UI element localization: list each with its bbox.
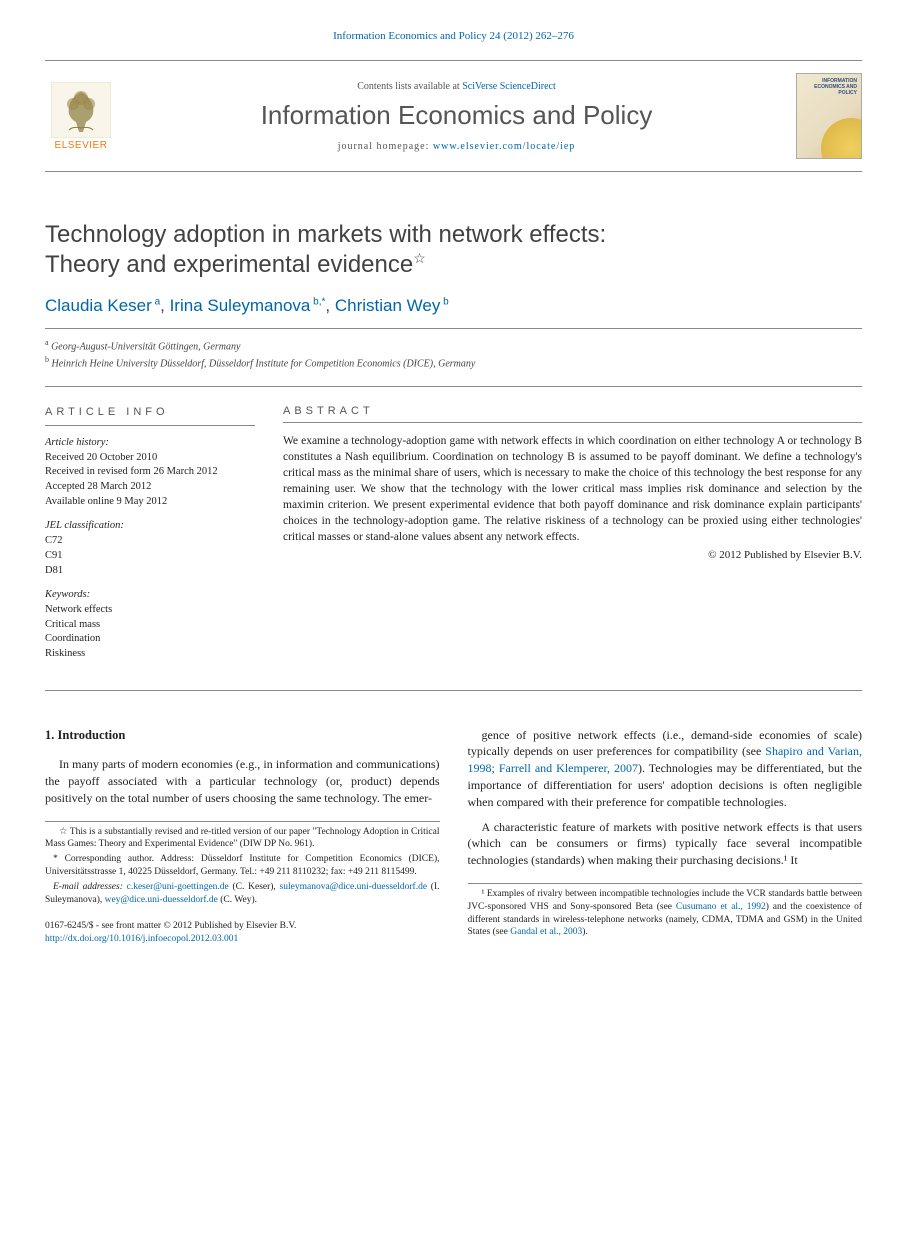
keywords-block: Keywords: Network effects Critical mass … [45,588,255,661]
article-info: ARTICLE INFO Article history: Received 2… [45,405,255,672]
intro-p1: In many parts of modern economies (e.g.,… [45,756,440,806]
author-3[interactable]: Christian Wey [335,296,441,315]
fn1-c: ). [582,927,588,937]
homepage-line: journal homepage: www.elsevier.com/locat… [129,141,784,152]
kw-2: Critical mass [45,618,255,633]
title-star-icon: ☆ [413,250,426,266]
issn-line: 0167-6245/$ - see front matter © 2012 Pu… [45,920,440,933]
email-label: E-mail addresses: [53,882,127,892]
ref-gandal[interactable]: Gandal et al., 2003 [510,927,582,937]
journal-name: Information Economics and Policy [129,100,784,131]
jel-block: JEL classification: C72 C91 D81 [45,519,255,578]
banner-center: Contents lists available at SciVerse Sci… [129,81,784,152]
info-heading: ARTICLE INFO [45,405,255,426]
email-2[interactable]: suleymanova@dice.uni-duesseldorf.de [280,882,428,892]
abstract-heading: ABSTRACT [283,405,862,423]
affil-b-sup: b [45,355,49,364]
right-column: gence of positive network effects (i.e.,… [468,727,863,946]
doi-link[interactable]: http://dx.doi.org/10.1016/j.infoecopol.2… [45,934,238,944]
hist-revised: Received in revised form 26 March 2012 [45,465,255,480]
footnote-star: ☆ This is a substantially revised and re… [45,826,440,852]
kw-4: Riskiness [45,647,255,662]
title-line1: Technology adoption in markets with netw… [45,221,606,248]
title-line2: Theory and experimental evidence [45,251,413,278]
hist-received: Received 20 October 2010 [45,451,255,466]
footnotes-left: ☆ This is a substantially revised and re… [45,821,440,907]
jel-1: C72 [45,534,255,549]
affiliations: a Georg-August-Universität Göttingen, Ge… [45,337,862,387]
contents-pre: Contents lists available at [357,81,462,92]
author-2[interactable]: Irina Suleymanova [170,296,311,315]
footnote-1: ¹ Examples of rivalry between incompatib… [468,888,863,939]
jel-3: D81 [45,564,255,579]
elsevier-logo[interactable]: ELSEVIER [45,76,117,156]
hist-accepted: Accepted 28 March 2012 [45,480,255,495]
footnote-emails: E-mail addresses: c.keser@uni-goettingen… [45,881,440,907]
cover-label: INFORMATION ECONOMICS AND POLICY [797,78,857,96]
ref-cusumano[interactable]: Cusumano et al., 1992 [676,902,766,912]
homepage-pre: journal homepage: [338,141,433,152]
affil-a: Georg-August-Universität Göttingen, Germ… [51,341,240,352]
sciencedirect-link[interactable]: SciVerse ScienceDirect [462,81,556,92]
elsevier-tree-icon [51,82,111,138]
author-3-sup: b [440,296,448,307]
section-1-heading: 1. Introduction [45,727,440,745]
affil-a-sup: a [45,338,49,347]
kw-1: Network effects [45,603,255,618]
abstract-column: ABSTRACT We examine a technology-adoptio… [283,405,862,672]
author-1[interactable]: Claudia Keser [45,296,152,315]
info-abstract-row: ARTICLE INFO Article history: Received 2… [45,405,862,691]
history-block: Article history: Received 20 October 201… [45,436,255,509]
author-1-sup: a [152,296,160,307]
footnotes-right: ¹ Examples of rivalry between incompatib… [468,883,863,939]
author-2-sup: b,* [310,296,325,307]
kw-label: Keywords: [45,588,255,603]
contents-line: Contents lists available at SciVerse Sci… [129,81,784,92]
journal-banner: ELSEVIER Contents lists available at Sci… [45,60,862,172]
intro-p2: gence of positive network effects (i.e.,… [468,727,863,811]
hist-online: Available online 9 May 2012 [45,495,255,510]
elsevier-label: ELSEVIER [55,140,108,151]
email-3[interactable]: wey@dice.uni-duesseldorf.de [105,895,218,905]
footnote-corr: * Corresponding author. Address: Düsseld… [45,853,440,879]
authors: Claudia Keser a, Irina Suleymanova b,*, … [45,296,862,329]
email-1[interactable]: c.keser@uni-goettingen.de [127,882,229,892]
left-column: 1. Introduction In many parts of modern … [45,727,440,946]
article-title: Technology adoption in markets with netw… [45,220,862,280]
email-3-who: (C. Wey). [218,895,257,905]
abstract-text: We examine a technology-adoption game wi… [283,433,862,546]
journal-cover[interactable]: INFORMATION ECONOMICS AND POLICY [796,73,862,159]
email-1-who: (C. Keser), [229,882,280,892]
affil-b: Heinrich Heine University Düsseldorf, Dü… [52,359,476,370]
abstract-copyright: © 2012 Published by Elsevier B.V. [283,549,862,561]
history-label: Article history: [45,436,255,451]
intro-p3: A characteristic feature of markets with… [468,819,863,869]
body-columns: 1. Introduction In many parts of modern … [45,727,862,946]
homepage-link[interactable]: www.elsevier.com/locate/iep [433,141,575,152]
jel-2: C91 [45,549,255,564]
kw-3: Coordination [45,632,255,647]
bottom-meta: 0167-6245/$ - see front matter © 2012 Pu… [45,920,440,946]
cover-decor-icon [821,118,862,159]
header-citation: Information Economics and Policy 24 (201… [45,30,862,42]
jel-label: JEL classification: [45,519,255,534]
citation-link[interactable]: Information Economics and Policy 24 (201… [333,30,574,42]
